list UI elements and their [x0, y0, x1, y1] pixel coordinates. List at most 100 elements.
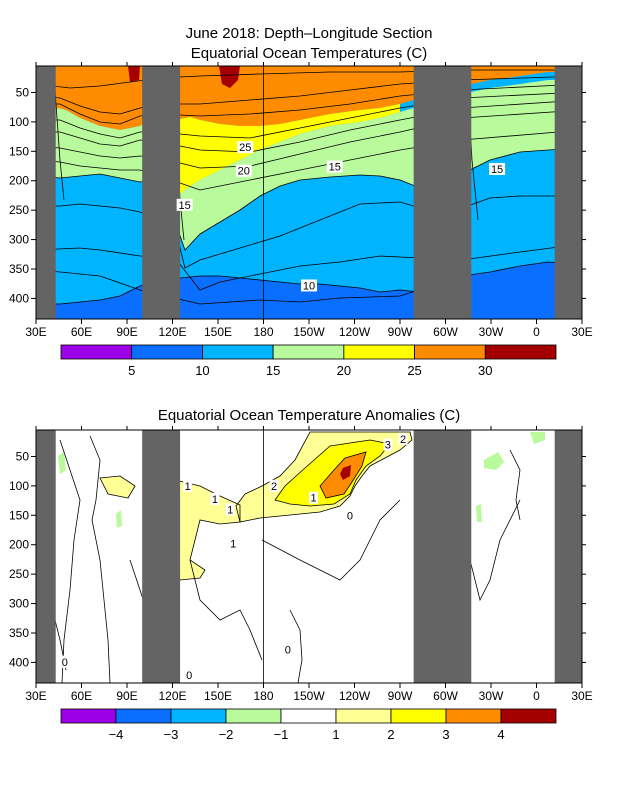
colorbar-swatch: [272, 344, 345, 360]
contour-label-bg: [235, 164, 252, 177]
x-tick-label: 90W: [388, 689, 413, 703]
colorbar-swatch: [131, 344, 203, 360]
colorbar-swatch: [500, 708, 557, 724]
colorbar-label: 20: [337, 363, 351, 378]
contour-label: 1: [310, 493, 316, 505]
contour-label-bg: [345, 509, 355, 522]
colorbar-label: 15: [266, 363, 280, 378]
x-tick-label: 30E: [25, 689, 46, 703]
x-tick-label: 60E: [71, 689, 92, 703]
contour-label: 10: [303, 280, 315, 292]
x-tick-label: 30E: [571, 689, 592, 703]
contour-label: 3: [385, 440, 391, 452]
land-mask-1: [142, 66, 181, 319]
land-mask-3: [554, 66, 582, 319]
contour-label: 1: [230, 539, 236, 551]
contour-label: 15: [179, 200, 191, 212]
contour-label-bg: [210, 492, 220, 505]
contour-label: 0: [62, 657, 68, 669]
contour-label-bg: [269, 479, 279, 492]
contour-label: 25: [239, 142, 251, 154]
colorbar-label: −3: [164, 727, 179, 742]
contour-label: 1: [212, 494, 218, 506]
chart1-title-line2: Equatorial Ocean Temperatures (C): [191, 45, 428, 62]
contour-label: 0: [285, 644, 291, 656]
chart2-field: [36, 430, 582, 683]
colorbar-swatch: [390, 708, 447, 724]
x-tick-label: 30W: [479, 325, 504, 339]
x-tick-label: 30E: [25, 325, 46, 339]
x-tick-label: 120W: [339, 325, 371, 339]
chart1-land-masks: [36, 66, 582, 319]
y-tick-label: 250: [9, 567, 29, 581]
contour-label-bg: [326, 160, 343, 173]
colorbar-swatch: [414, 344, 486, 360]
chart2-anomaly-minus1-d: [530, 432, 545, 444]
contour-label-bg: [283, 643, 293, 656]
contour-label: 2: [400, 434, 406, 446]
contour-label-bg: [184, 668, 194, 681]
colorbar-swatch: [202, 344, 274, 360]
x-tick-label: 120E: [158, 325, 186, 339]
contour-label-bg: [228, 537, 238, 550]
y-tick-label: 300: [9, 233, 29, 247]
colorbar-label: 10: [195, 363, 209, 378]
colorbar-label: −1: [274, 727, 289, 742]
land-mask-0: [36, 430, 56, 683]
colorbar-swatch: [60, 344, 133, 360]
contour-label: 15: [329, 162, 341, 174]
x-tick-label: 120E: [158, 689, 186, 703]
colorbar-label: 5: [128, 363, 135, 378]
colorbar-label: 4: [497, 727, 504, 742]
x-tick-label: 90W: [388, 325, 413, 339]
contour-label: 2: [271, 481, 277, 493]
chart2-land-masks: [36, 430, 582, 683]
y-tick-label: 50: [16, 85, 30, 99]
chart1-field: [36, 66, 582, 319]
contour-label: 20: [238, 166, 250, 178]
colorbar-swatch: [225, 708, 282, 724]
land-mask-3: [554, 430, 582, 683]
land-mask-1: [142, 430, 181, 683]
colorbar-swatch: [115, 708, 172, 724]
land-mask-2: [413, 66, 472, 319]
y-tick-label: 250: [9, 203, 29, 217]
x-tick-label: 90E: [116, 325, 137, 339]
chart2-anomaly-plus4: [340, 465, 351, 480]
y-tick-label: 400: [9, 655, 29, 669]
contour-label: 1: [227, 504, 233, 516]
x-tick-label: 180: [253, 325, 273, 339]
colorbar-label: 3: [442, 727, 449, 742]
colorbar-swatch: [445, 708, 502, 724]
y-tick-label: 150: [9, 144, 29, 158]
colorbar-label: 25: [407, 363, 421, 378]
chart2-y-axis: 50 100 150 2 0 0 250 300 350 400: [9, 449, 586, 669]
chart2-x-axis: 30E 60E 90E 120E 150E 180 150W 120W 90W 60W 30W 0 30…: [25, 426, 593, 703]
y-tick-label: 350: [9, 626, 29, 640]
chart1-band-yellow: [170, 104, 400, 196]
contour-label-bg: [383, 438, 393, 451]
chart2-anomaly-minus1-a: [484, 452, 504, 470]
y-tick-label: 50: [16, 449, 30, 463]
contour-label-bg: [183, 479, 193, 492]
colorbar-label: −2: [219, 727, 234, 742]
y-tick-label: 100: [9, 479, 29, 493]
y-tick-label: 150: [9, 508, 29, 522]
chart2-title: Equatorial Ocean Temperature Anomalies (…: [158, 407, 460, 424]
chart2-colorbar: −4 −3 −2 −1 1 2 3 4: [60, 708, 557, 742]
contour-label-bg: [301, 279, 317, 292]
contour-label: 0: [347, 510, 353, 522]
x-tick-label: 30W: [479, 689, 504, 703]
x-tick-label: 60W: [433, 689, 458, 703]
chart2-anomaly-plus1-small: [100, 476, 135, 498]
x-tick-label: 0: [533, 325, 540, 339]
y-tick-label: 300: [9, 597, 29, 611]
y-tick-label: 200: [9, 174, 29, 188]
x-tick-label: 60E: [71, 325, 92, 339]
contour-label: 0: [186, 670, 192, 682]
x-tick-label: 120W: [339, 689, 371, 703]
x-tick-label: 90E: [116, 689, 137, 703]
y-tick-label: 350: [9, 262, 29, 276]
